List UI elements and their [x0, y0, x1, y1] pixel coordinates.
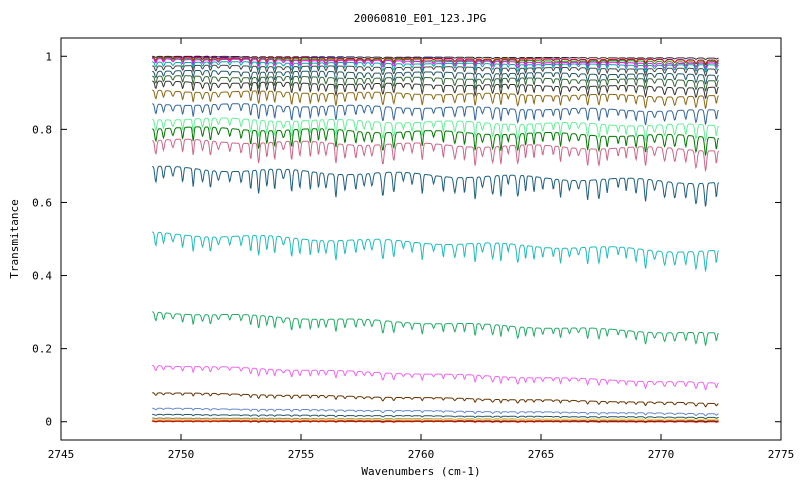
series-line — [152, 231, 720, 273]
series-layer — [152, 55, 720, 424]
x-tick-label: 2775 — [768, 448, 795, 461]
series-line — [152, 126, 719, 157]
series-line — [152, 89, 719, 110]
ticks-layer: 2745 2750 2755 2760 2765 2770 2775 0 0.2 0.4 0.6 0.… — [32, 38, 794, 461]
series-line — [152, 103, 719, 126]
series-line — [152, 165, 720, 207]
series-line — [152, 407, 719, 417]
series-line — [152, 311, 719, 347]
x-tick-label: 2750 — [168, 448, 195, 461]
y-axis-label: Transmitance — [8, 199, 21, 278]
y-tick-label: 0.8 — [32, 123, 52, 136]
series-line — [152, 56, 719, 65]
series-line — [152, 70, 719, 85]
series-line — [152, 392, 719, 408]
x-tick-label: 2745 — [48, 448, 75, 461]
series-line — [152, 61, 719, 74]
series-line — [152, 75, 719, 92]
chart-title: 20060810_E01_123.JPG — [354, 12, 486, 25]
x-axis-label: Wavenumbers (cm-1) — [361, 465, 480, 478]
series-line — [152, 117, 719, 143]
series-line — [152, 413, 719, 420]
series-line — [152, 138, 720, 173]
series-line — [152, 418, 719, 424]
y-tick-label: 1 — [45, 50, 52, 63]
y-tick-label: 0 — [45, 416, 52, 429]
x-tick-label: 2770 — [648, 448, 675, 461]
series-line — [152, 80, 719, 100]
y-tick-label: 0.2 — [32, 343, 52, 356]
series-line — [152, 364, 719, 391]
series-line — [152, 57, 719, 71]
y-tick-label: 0.4 — [32, 270, 52, 283]
series-line — [152, 55, 719, 61]
x-tick-label: 2760 — [408, 448, 435, 461]
series-line — [152, 64, 719, 77]
series-line — [152, 420, 719, 423]
x-tick-label: 2755 — [288, 448, 315, 461]
x-tick-label: 2765 — [528, 448, 555, 461]
y-tick-label: 0.6 — [32, 196, 52, 209]
